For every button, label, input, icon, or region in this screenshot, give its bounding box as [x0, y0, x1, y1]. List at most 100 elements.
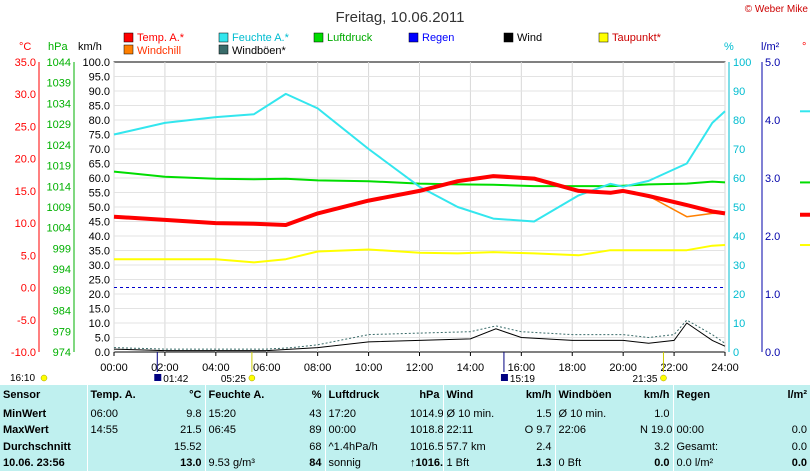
legend-label: Taupunkt* [612, 32, 662, 44]
wind-tick-label: 15.0 [89, 304, 110, 316]
pressure-tick-label: 1019 [47, 161, 71, 173]
pressure-tick-label: 999 [53, 243, 71, 255]
legend-label: Feuchte A.* [232, 32, 290, 44]
pressure-tick-label: 989 [53, 285, 71, 297]
stat-row-label: MinWert [3, 408, 47, 421]
stat-cell: 1 Bft [442, 454, 520, 471]
sun-icon [40, 374, 48, 382]
temp-tick-label: 25.0 [15, 121, 36, 133]
stat-cell: 17:20 [324, 405, 407, 423]
x-tick-label: 22:00 [660, 362, 688, 374]
legend-label: Wind [517, 32, 542, 44]
rain-tick-label: 0.0 [765, 347, 780, 359]
pressure-tick-label: 994 [53, 264, 71, 276]
series-line-gusts [113, 319, 726, 350]
stat-cell: 1.3 [520, 454, 555, 471]
temp-tick-label: 30.0 [15, 89, 36, 101]
stat-cell: Luftdruck [324, 385, 407, 406]
wind-tick-label: 70.0 [89, 144, 110, 156]
statistics-table: Sensor Temp. A. °C Feuchte A.% Luftdruck hPa W… [0, 385, 810, 471]
wind-tick-label: 0.0 [95, 347, 110, 359]
temp-tick-label: 0.0 [21, 283, 36, 295]
stat-cell: Temp. A. [86, 385, 169, 406]
stat-cell: 06:00 [86, 405, 169, 423]
stat-cell: 00:00 [672, 422, 755, 439]
x-tick-label: 14:00 [457, 362, 485, 374]
temp-tick-label: 15.0 [15, 186, 36, 198]
stat-cell: 14:55 [86, 422, 169, 439]
stat-cell: km/h [525, 389, 552, 402]
stat-row-label: MaxWert [3, 424, 49, 437]
pressure-unit-label: hPa [48, 41, 68, 53]
sunset-label: 21:35 [632, 374, 657, 385]
stat-cell: 1.5 [536, 408, 552, 421]
legend-swatch [123, 32, 134, 43]
stat-cell: Windböen [554, 385, 637, 406]
humidity-tick-label: 70 [733, 144, 745, 156]
pressure-tick-label: 1004 [47, 223, 71, 235]
humidity-tick-label: 0 [733, 347, 739, 359]
stat-cell: 0.0 l/m² [672, 454, 755, 471]
stat-cell: 2.4 [536, 440, 552, 453]
stat-cell: 1016.5 [410, 440, 443, 453]
pressure-tick-label: 979 [53, 326, 71, 338]
stat-cell: Ø 10 min. [554, 405, 637, 423]
stat-cell: Ø 10 min. [442, 405, 520, 423]
pressure-tick-label: 1014 [47, 181, 71, 193]
stat-cell: km/h [643, 389, 670, 402]
stat-cell: 0.0 [637, 454, 673, 471]
stat-row-label: Sensor [3, 389, 41, 402]
wind-tick-label: 50.0 [89, 202, 110, 214]
legend-label: Windböen* [232, 45, 287, 57]
stat-cell: 1014.9 [410, 408, 443, 421]
stat-cell: Feuchte A. [204, 385, 291, 406]
stat-cell: 57.7 km [442, 438, 520, 455]
stat-cell: 06:45 [204, 422, 291, 439]
x-tick-label: 24:00 [711, 362, 739, 374]
stat-cell: 9.53 g/m³ [204, 454, 291, 471]
pressure-tick-label: 974 [53, 347, 71, 359]
right-edge-unit-label: ° [802, 41, 806, 53]
stat-cell: 0.0 [791, 424, 807, 437]
wind-tick-label: 75.0 [89, 130, 110, 142]
wind-tick-label: 80.0 [89, 115, 110, 127]
legend-swatch [408, 32, 419, 43]
wind-tick-label: 85.0 [89, 101, 110, 113]
wind-tick-label: 25.0 [89, 275, 110, 287]
stat-cell [672, 405, 755, 423]
stat-cell: 1018.8 [410, 424, 443, 437]
pressure-tick-label: 984 [53, 306, 71, 318]
stat-cell: 1.0 [654, 408, 670, 421]
series-line-wind [113, 322, 726, 352]
sun-icon [248, 374, 256, 382]
rain-tick-label: 3.0 [765, 173, 780, 185]
stat-cell [204, 438, 291, 455]
stat-cell: °C [189, 389, 202, 402]
humidity-tick-label: 20 [733, 289, 745, 301]
legend-swatch [313, 32, 324, 43]
wind-tick-label: 60.0 [89, 173, 110, 185]
temp-tick-label: -5.0 [17, 315, 36, 327]
stat-cell: l/m² [787, 389, 807, 402]
grid [113, 62, 726, 352]
stat-cell: hPa [419, 389, 440, 402]
moon-icon [154, 374, 162, 381]
legend-label: Temp. A.* [137, 32, 185, 44]
stat-cell [554, 438, 637, 455]
series-line-luftdruck [113, 170, 726, 188]
series-line-feuchte-a- [113, 92, 726, 223]
legend-label: Luftdruck [327, 32, 373, 44]
stat-cell: 21.5 [180, 424, 202, 437]
pressure-tick-label: 1024 [47, 140, 71, 152]
sunrise-label: 05:25 [221, 374, 246, 385]
stat-cell: 0.0 [791, 440, 807, 453]
temp-tick-label: 10.0 [15, 218, 36, 230]
stat-cell: 43 [309, 408, 322, 421]
wind-tick-label: 65.0 [89, 159, 110, 171]
stat-cell: Wind [442, 385, 520, 406]
x-tick-label: 12:00 [406, 362, 434, 374]
moon-event-1: 01:42 [163, 374, 188, 385]
stat-cell [86, 454, 169, 471]
rain-tick-label: 5.0 [765, 57, 780, 69]
stat-cell: 84 [291, 454, 325, 471]
